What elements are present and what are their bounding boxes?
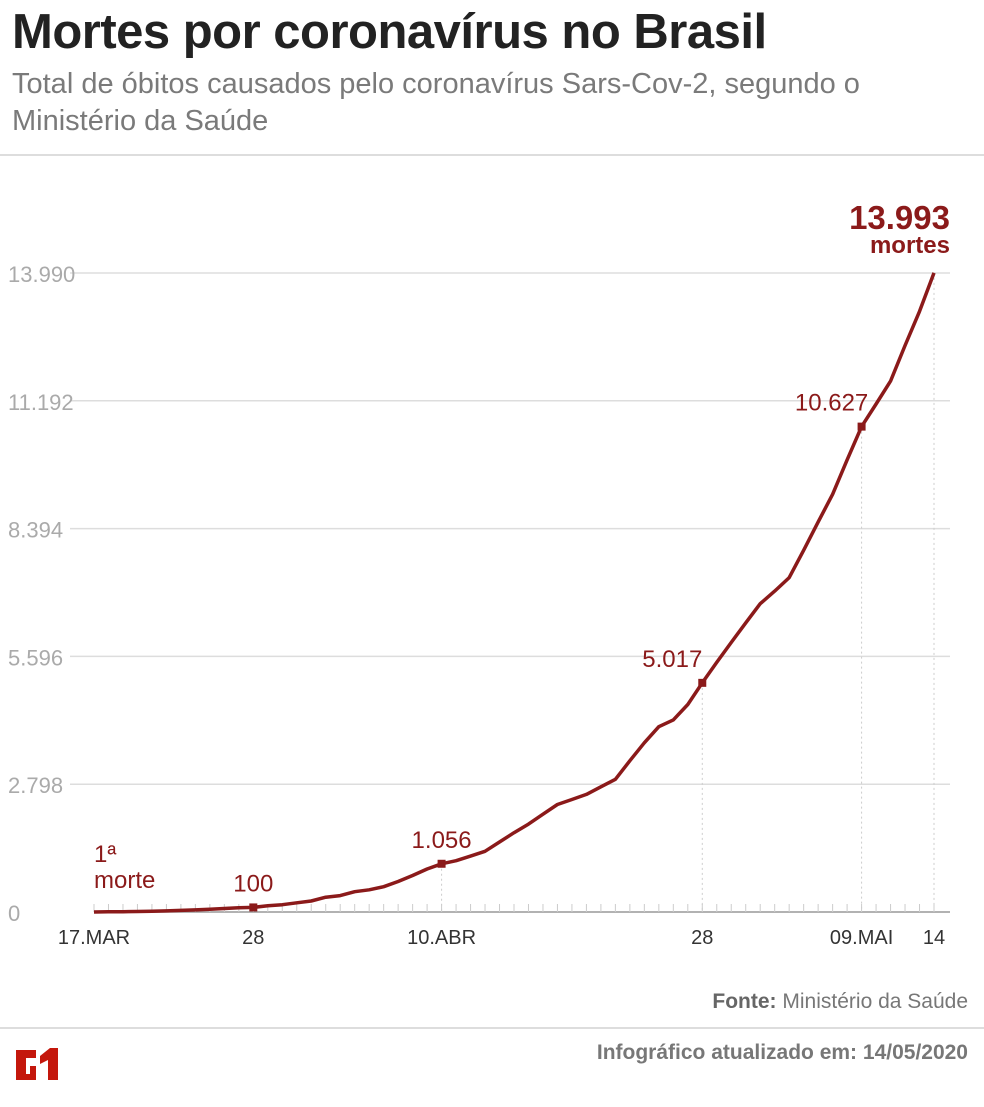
y-tick-label: 8.394 [8, 518, 63, 543]
x-tick-label: 10.ABR [407, 927, 476, 949]
annotation-label: 10.627 [795, 390, 868, 417]
annotation-label: 100 [233, 870, 273, 897]
annotation-label: 13.993 [849, 199, 950, 236]
annotation-label: mortes [870, 232, 950, 259]
point-marker [249, 903, 258, 912]
x-tick-label: 28 [242, 927, 264, 949]
annotation-label: 1ª [94, 841, 116, 868]
x-tick-label: 09.MAI [830, 927, 893, 949]
y-tick-label: 13.990 [8, 262, 75, 287]
y-tick-label: 0 [8, 901, 20, 926]
annotation-label: morte [94, 867, 155, 894]
annotation-label: 1.056 [412, 827, 472, 854]
annotation-label: 5.017 [642, 646, 702, 673]
point-marker [698, 678, 707, 687]
source-text: Ministério da Saúde [782, 990, 968, 1013]
series-line [93, 272, 936, 914]
line-chart: 0 2.798 5.596 8.394 11.192 13.990 17.MAR 28 10.A… [8, 199, 950, 949]
y-tick-label: 5.596 [8, 645, 63, 670]
x-tick-label: 17.MAR [58, 927, 130, 949]
y-tick-label: 2.798 [8, 773, 63, 798]
updated-note: Infográfico atualizado em: 14/05/2020 [596, 1041, 968, 1064]
source-label: Fonte: [712, 990, 777, 1013]
chart-title: Mortes por coronavírus no Brasil [12, 5, 767, 59]
source-note: Fonte: Ministério da Saúde [712, 990, 968, 1014]
point-marker [857, 422, 866, 431]
y-tick-label: 11.192 [8, 390, 74, 415]
g1-logo [16, 1048, 58, 1080]
chart-subtitle: Total de óbitos causados pelo coronavíru… [12, 68, 860, 137]
divider [0, 154, 984, 156]
point-marker [437, 859, 446, 868]
divider [0, 1027, 984, 1029]
x-tick-label: 28 [691, 927, 713, 949]
x-tick-label: 14 [923, 927, 945, 949]
